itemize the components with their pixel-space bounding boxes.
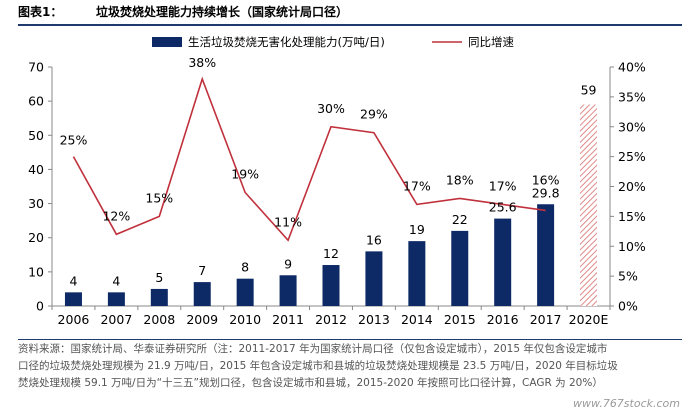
- right-tick-label: 0%: [618, 299, 638, 314]
- bar-value-label: 25.6: [489, 200, 517, 215]
- legend: 生活垃圾焚烧无害化处理能力(万吨/日) 同比增速: [152, 35, 514, 49]
- right-tick-label: 35%: [618, 89, 646, 104]
- bar-value-label: 9: [284, 256, 292, 271]
- left-tick-label: 10: [28, 264, 44, 279]
- growth-value-label: 30%: [317, 101, 345, 116]
- chart: 生活垃圾焚烧无害化处理能力(万吨/日) 同比增速 0102030405060700…: [28, 35, 646, 328]
- right-tick-label: 20%: [618, 179, 646, 194]
- bar: [365, 251, 383, 306]
- growth-value-label: 25%: [60, 133, 88, 148]
- bar-value-label: 16: [366, 232, 382, 247]
- right-tick-label: 15%: [618, 209, 646, 224]
- line-series: [72, 76, 546, 242]
- bar-value-label: 29.8: [532, 185, 560, 200]
- bar: [64, 292, 82, 306]
- bar-value-label: 4: [112, 273, 120, 288]
- x-tick-label: 2010: [229, 312, 261, 327]
- bar: [408, 241, 426, 306]
- growth-value-label: 11%: [274, 214, 302, 229]
- source-line: 资料来源：国家统计局、华泰证券研究所（注：2011-2017 年为国家统计局口径…: [18, 343, 608, 355]
- x-tick-label: 2017: [530, 312, 562, 327]
- right-tick-label: 25%: [618, 149, 646, 164]
- bar-value-label: 7: [198, 263, 206, 278]
- bar: [537, 204, 555, 306]
- legend-line-label: 同比增速: [468, 35, 514, 49]
- x-tick-label: 2015: [444, 312, 476, 327]
- bar: [193, 282, 211, 306]
- growth-value-label: 38%: [188, 55, 216, 70]
- source-line: 口径的垃圾焚烧处理规模为 21.9 万吨/日，2015 年包含设定城市和县城的垃…: [18, 360, 618, 372]
- x-tick-label: 2014: [401, 312, 433, 327]
- growth-value-label: 18%: [446, 172, 474, 187]
- left-tick-label: 20: [28, 230, 44, 245]
- legend-bar-label: 生活垃圾焚烧无害化处理能力(万吨/日): [188, 35, 385, 49]
- bar: [107, 292, 125, 306]
- left-tick-label: 50: [28, 128, 44, 143]
- forecast-bar: [580, 104, 598, 306]
- growth-value-label: 19%: [231, 166, 259, 181]
- right-tick-label: 30%: [618, 119, 646, 134]
- x-tick-label: 2007: [100, 312, 132, 327]
- legend-bar-swatch: [152, 37, 182, 47]
- bar: [322, 265, 340, 306]
- bar-value-label: 12: [323, 246, 339, 261]
- growth-line: [72, 76, 546, 242]
- data-labels: 4 4 5 7 8 9 12 16 19 22 25.6 29.8 59 25% 12% 15% 38% 19% 1…: [60, 55, 597, 288]
- x-tick-label: 2012: [315, 312, 347, 327]
- x-tick-label: 2008: [143, 312, 175, 327]
- figure-title: 垃圾焚烧处理能力持续增长（国家统计局口径）: [96, 5, 349, 19]
- source-note: 资料来源：国家统计局、华泰证券研究所（注：2011-2017 年为国家统计局口径…: [18, 341, 680, 392]
- x-tick-label: 2016: [487, 312, 519, 327]
- right-tick-label: 40%: [618, 60, 646, 75]
- right-tick-label: 5%: [618, 269, 638, 284]
- x-tick-label: 2011: [272, 312, 304, 327]
- bottom-rule: [18, 339, 682, 340]
- x-tick-label: 2009: [186, 312, 218, 327]
- left-tick-label: 60: [28, 94, 44, 109]
- bar: [279, 275, 297, 306]
- x-tick-label: 2013: [358, 312, 390, 327]
- x-tick-label: 2020E: [569, 312, 609, 327]
- growth-value-label: 12%: [102, 208, 130, 223]
- bar: [494, 218, 512, 306]
- source-line: 焚烧处理规模 59.1 万吨/日为“十三五”规划口径，包含设定城市和县城，201…: [18, 377, 603, 389]
- growth-value-label: 29%: [360, 107, 388, 122]
- figure-number: 图表1：: [18, 5, 63, 19]
- bar-value-label: 19: [409, 222, 425, 237]
- x-tick-label: 2006: [58, 312, 90, 327]
- left-tick-label: 70: [28, 60, 44, 75]
- growth-value-label: 15%: [145, 190, 173, 205]
- left-tick-label: 30: [28, 196, 44, 211]
- growth-value-label: 17%: [489, 178, 517, 193]
- left-tick-label: 40: [28, 162, 44, 177]
- growth-value-label: 17%: [403, 178, 431, 193]
- bar-value-label: 22: [452, 212, 468, 227]
- bar-value-label: 8: [241, 260, 249, 275]
- left-tick-label: 0: [36, 299, 44, 314]
- bar-series: [64, 104, 598, 306]
- figure-header: 图表1： 垃圾焚烧处理能力持续增长（国家统计局口径）: [18, 3, 682, 25]
- bar-value-label: 5: [155, 270, 163, 285]
- growth-value-label: 16%: [532, 172, 560, 187]
- axes: 0 10 20 30 40 50 60 70 0% 5% 10% 15% 20% 25% 30% 35% 40%…: [28, 60, 646, 328]
- bar: [451, 230, 469, 306]
- bar: [236, 278, 254, 306]
- top-rule: [18, 24, 682, 26]
- bar-value-label: 59: [581, 83, 597, 98]
- right-tick-label: 10%: [618, 239, 646, 254]
- bar-value-label: 4: [69, 273, 77, 288]
- bar: [150, 288, 168, 306]
- watermark: www.767stock.com: [573, 397, 680, 410]
